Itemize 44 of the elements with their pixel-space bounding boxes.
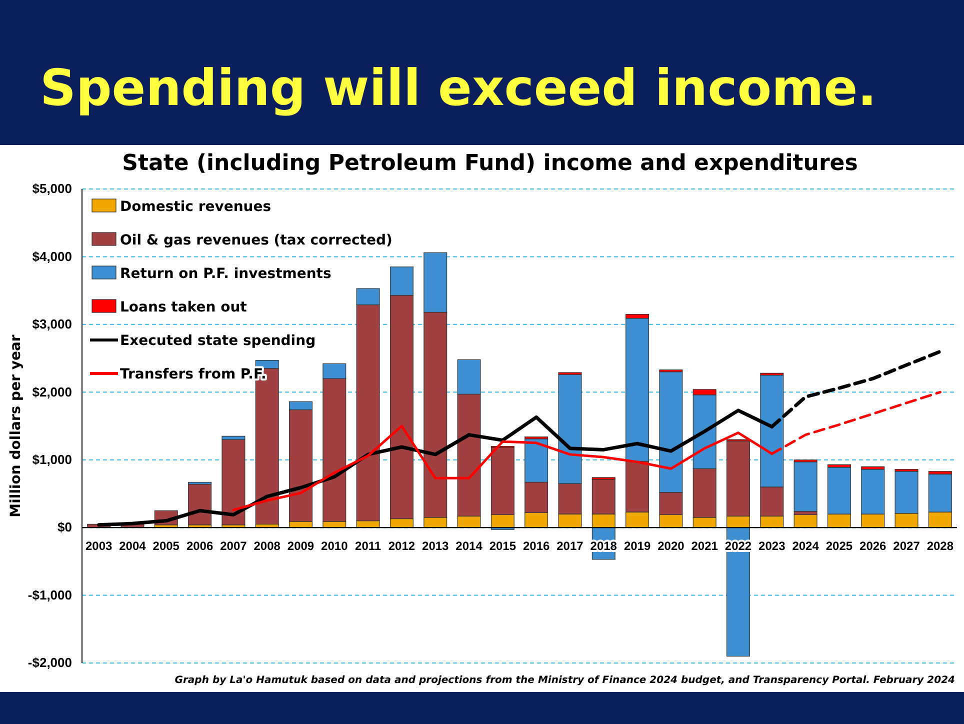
bar	[222, 439, 246, 526]
bar	[188, 484, 212, 526]
x-tick-label: 2011	[355, 539, 382, 554]
x-tick-label: 2008	[254, 539, 281, 554]
x-tick-label: 2019	[624, 539, 651, 554]
legend-label: Loans taken out	[120, 300, 248, 316]
x-tick-label: 2004	[119, 539, 146, 554]
legend-label: Oil & gas revenues (tax corrected)	[120, 232, 392, 248]
x-tick-label: 2023	[758, 539, 786, 554]
x-tick-label: 2026	[860, 539, 887, 554]
x-tick-label: 2006	[186, 539, 214, 554]
y-tick-label: -$2,000	[28, 655, 72, 670]
x-tick-label: 2015	[489, 539, 516, 554]
x-tick-label: 2003	[85, 539, 112, 554]
legend-label: Executed state spending	[120, 333, 316, 349]
y-tick-label: $4,000	[32, 248, 72, 264]
chart-title: Spending will exceed income.	[40, 59, 877, 117]
x-tick-label: 2021	[691, 539, 718, 554]
chart-subtitle: State (including Petroleum Fund) income and expenditures	[122, 151, 858, 176]
legend-label: Return on P.F. investments	[120, 266, 332, 282]
x-tick-label: 2007	[220, 539, 248, 554]
x-tick-label: 2017	[556, 539, 584, 554]
x-tick-label: 2020	[658, 539, 685, 554]
bar	[794, 462, 818, 512]
legend-label: Domestic revenues	[120, 199, 272, 215]
x-tick-label: 2028	[926, 539, 954, 554]
y-tick-label: $3,000	[32, 316, 72, 332]
y-tick-label: $0	[58, 520, 72, 535]
y-axis-title: Million dollars per year	[8, 334, 24, 518]
y-tick-label: $1,000	[32, 452, 72, 468]
x-tick-label: 2027	[893, 539, 920, 554]
x-tick-label: 2013	[422, 539, 450, 554]
x-tick-label: 2005	[152, 539, 180, 554]
x-tick-label: 2009	[287, 539, 314, 554]
y-tick-label: -$1,000	[28, 587, 72, 602]
x-tick-label: 2024	[792, 539, 820, 554]
x-tick-label: 2016	[522, 539, 550, 554]
x-tick-label: 2012	[388, 539, 416, 554]
y-tick-label: $5,000	[32, 181, 72, 196]
x-tick-label: 2025	[826, 539, 853, 554]
text: Graph by La'o Hamutuk based on data and projections from the Ministry of Finance 2024 budget, and Transparency Portal. February 2024	[174, 675, 956, 686]
y-tick-label: $2,000	[32, 384, 72, 400]
x-tick-label: 2010	[321, 539, 348, 554]
x-tick-label: 2014	[456, 539, 483, 554]
